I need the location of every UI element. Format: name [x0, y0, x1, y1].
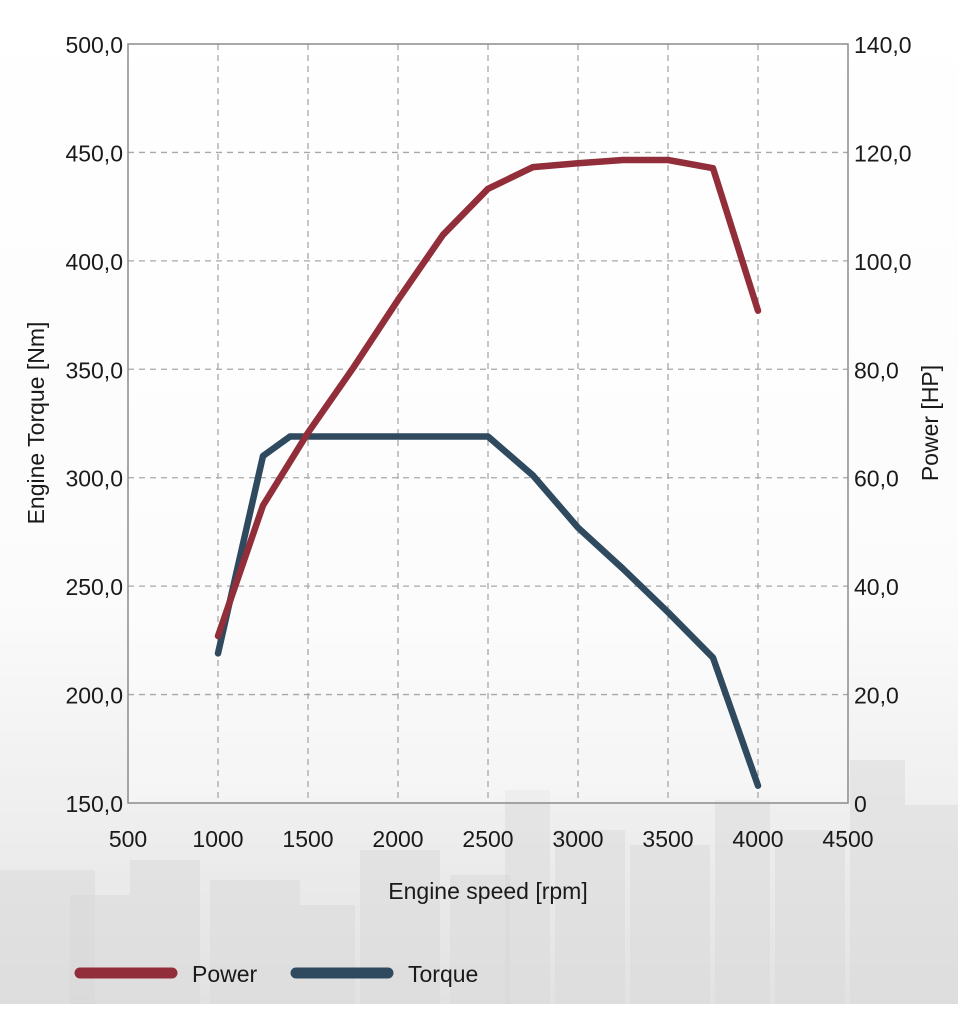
x-tick-label: 1000	[192, 826, 243, 852]
background-building	[775, 830, 845, 1004]
background-building	[130, 860, 200, 1004]
x-tick-label: 3500	[642, 826, 693, 852]
x-axis-ticks: 500 1000 1500 2000 2500 3000 3500 4000 4500	[109, 826, 874, 852]
x-tick-label: 2500	[462, 826, 513, 852]
y-left-tick-label: 500,0	[65, 32, 123, 58]
y-left-tick-label: 250,0	[65, 574, 123, 600]
x-tick-label: 1500	[282, 826, 333, 852]
y-left-axis-ticks: 150,0 200,0 250,0 300,0 350,0 400,0 450,0 500,0	[65, 32, 123, 817]
y-left-tick-label: 450,0	[65, 140, 123, 166]
x-tick-label: 2000	[372, 826, 423, 852]
x-tick-label: 3000	[552, 826, 603, 852]
x-tick-label: 4500	[822, 826, 873, 852]
y-left-tick-label: 300,0	[65, 466, 123, 492]
y-left-axis-title: Engine Torque [Nm]	[23, 322, 49, 525]
background-building	[630, 845, 710, 1004]
y-right-axis-title: Power [HP]	[917, 365, 943, 481]
y-right-tick-label: 20,0	[854, 683, 899, 709]
background-building	[905, 805, 958, 1004]
y-left-tick-label: 150,0	[65, 791, 123, 817]
background-building	[555, 830, 625, 1004]
legend-label-power: Power	[192, 961, 258, 987]
y-left-tick-label: 400,0	[65, 249, 123, 275]
y-right-tick-label: 140,0	[854, 32, 912, 58]
legend-label-torque: Torque	[408, 961, 478, 987]
y-right-tick-label: 0	[854, 791, 867, 817]
y-right-tick-label: 120,0	[854, 140, 912, 166]
y-right-tick-label: 40,0	[854, 574, 899, 600]
y-left-tick-label: 350,0	[65, 357, 123, 383]
x-axis-title: Engine speed [rpm]	[388, 878, 587, 904]
background-building	[300, 905, 355, 1004]
y-right-tick-label: 80,0	[854, 357, 899, 383]
y-left-tick-label: 200,0	[65, 683, 123, 709]
y-right-axis-ticks: 0 20,0 40,0 60,0 80,0 100,0 120,0 140,0	[854, 32, 912, 817]
y-right-tick-label: 100,0	[854, 249, 912, 275]
x-tick-label: 4000	[732, 826, 783, 852]
y-right-tick-label: 60,0	[854, 466, 899, 492]
x-tick-label: 500	[109, 826, 147, 852]
background-building	[70, 895, 130, 1004]
